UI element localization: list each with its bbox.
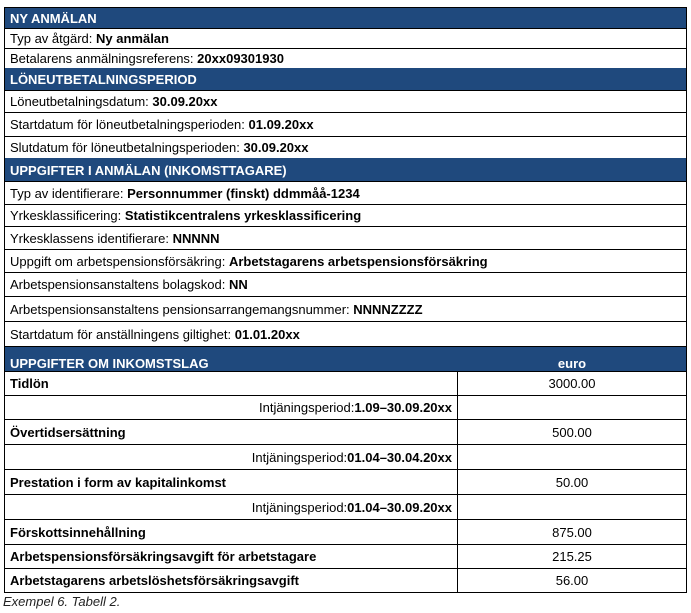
period-row: Intjäningsperiod: 01.04–30.04.20xx [5,444,686,469]
earning-period: Intjäningsperiod: 1.09–30.09.20xx [5,396,458,419]
earning-period: Intjäningsperiod: 01.04–30.04.20xx [5,445,458,469]
income-amount: 500.00 [552,424,592,440]
income-name: Förskottsinnehållning [5,520,458,544]
field: Yrkesklassificering: Statistikcentralens… [10,208,362,223]
field-row: Arbetspensionsanstaltens pensionsarrange… [5,296,686,321]
period-row: Intjäningsperiod: 01.04–30.09.20xx [5,494,686,519]
income-row: Förskottsinnehållning 875.00 [5,519,686,544]
field-row: Betalarens anmälningsreferens: 20xx09301… [5,48,686,68]
income-row: Tidlön 3000.00 [5,371,686,395]
field: Arbetspensionsanstaltens bolagskod: NN [10,277,248,292]
income-name: Arbetspensionsförsäkringsavgift för arbe… [5,545,458,568]
field: Startdatum för anställningens giltighet:… [10,326,300,342]
income-row: Arbetspensionsförsäkringsavgift för arbe… [5,544,686,568]
field-row: Typ av åtgärd: Ny anmälan [5,28,686,48]
income-name: Övertidsersättning [5,420,458,444]
unit-header: euro [557,356,587,371]
field: Yrkesklassens identifierare: NNNNN [10,230,220,246]
report-table: NY ANMÄLAN Typ av åtgärd: Ny anmälan Bet… [4,7,687,593]
field-row: Slutdatum för löneutbetalningsperioden: … [5,136,686,158]
income-amount: 875.00 [552,524,592,540]
income-row: Övertidsersättning 500.00 [5,419,686,444]
field-row: Uppgift om arbetspensionsförsäkring: Arb… [5,249,686,272]
field: Typ av åtgärd: Ny anmälan [10,31,169,46]
earning-period: Intjäningsperiod: 01.04–30.09.20xx [5,495,458,519]
field: Betalarens anmälningsreferens: 20xx09301… [10,51,284,66]
income-name: Prestation i form av kapitalinkomst [5,470,458,494]
section-title: LÖNEUTBETALNINGSPERIOD [10,72,197,87]
field: Uppgift om arbetspensionsförsäkring: Arb… [10,253,488,269]
income-amount: 50.00 [555,474,589,490]
field-row: Yrkesklassens identifierare: NNNNN [5,226,686,249]
period-row: Intjäningsperiod: 1.09–30.09.20xx [5,395,686,419]
field-row: Arbetspensionsanstaltens bolagskod: NN [5,272,686,296]
field-row: Typ av identifierare: Personnummer (fins… [5,181,686,204]
income-row: Arbetstagarens arbetslöshetsförsäkringsa… [5,568,686,592]
section-title: UPPGIFTER OM INKOMSTSLAG [10,356,209,371]
income-name: Arbetstagarens arbetslöshetsförsäkringsa… [5,569,458,592]
field: Slutdatum för löneutbetalningsperioden: … [10,140,309,155]
field-row: Startdatum för anställningens giltighet:… [5,321,686,346]
section-header-uppgifter-i-anmalan: UPPGIFTER I ANMÄLAN (INKOMSTTAGARE) [5,158,686,181]
section-header-inkomstslag: UPPGIFTER OM INKOMSTSLAG euro [5,346,686,371]
section-header-ny-anmalan: NY ANMÄLAN [5,8,686,28]
field-row: Startdatum för löneutbetalningsperioden:… [5,112,686,136]
income-amount: 56.00 [555,573,589,588]
table-caption: Exempel 6. Tabell 2. [3,594,121,609]
income-row: Prestation i form av kapitalinkomst 50.00 [5,469,686,494]
field: Arbetspensionsanstaltens pensionsarrange… [10,301,423,317]
field: Startdatum för löneutbetalningsperioden:… [10,117,314,132]
field-row: Yrkesklassificering: Statistikcentralens… [5,204,686,226]
income-amount: 3000.00 [548,376,596,391]
section-title: UPPGIFTER I ANMÄLAN (INKOMSTTAGARE) [10,162,287,178]
section-title: NY ANMÄLAN [10,10,97,26]
field: Typ av identifierare: Personnummer (fins… [10,185,360,201]
income-amount: 215.25 [552,549,592,564]
income-name: Tidlön [5,372,458,395]
section-header-loneutbetalningsperiod: LÖNEUTBETALNINGSPERIOD [5,68,686,90]
field: Löneutbetalningsdatum: 30.09.20xx [10,94,218,109]
field-row: Löneutbetalningsdatum: 30.09.20xx [5,90,686,112]
